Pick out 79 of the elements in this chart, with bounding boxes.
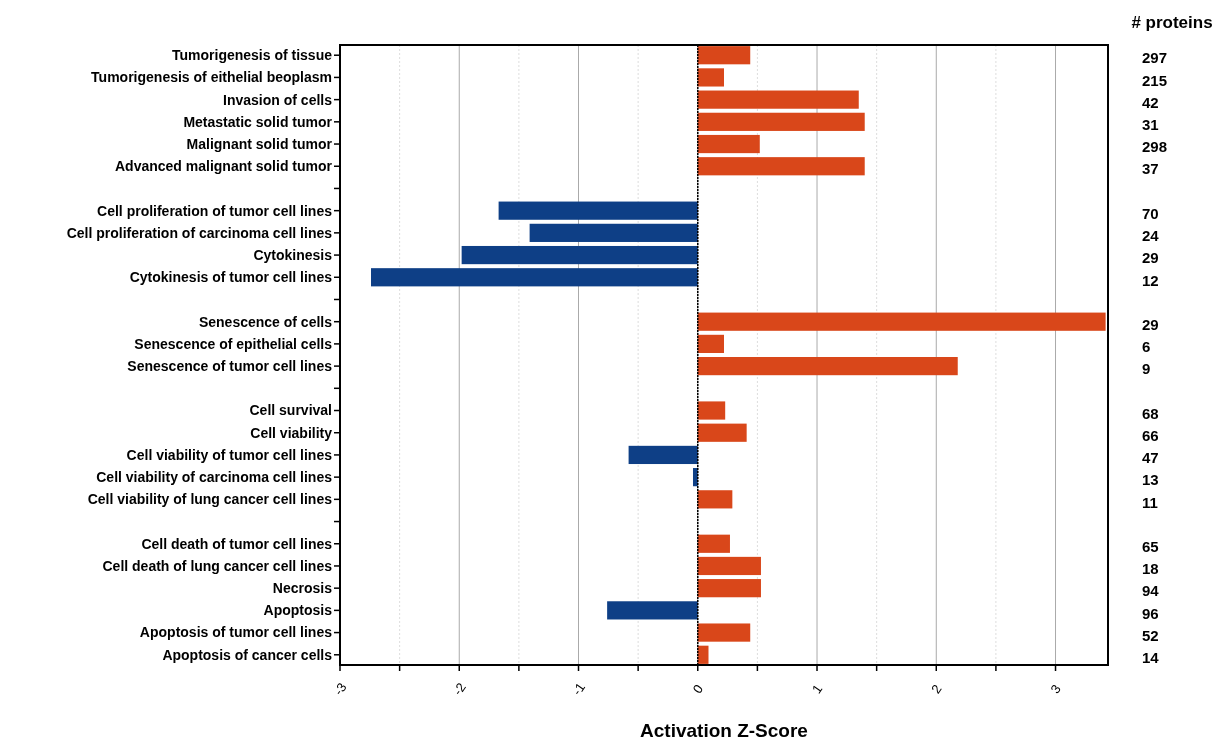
- bar: [697, 357, 958, 376]
- text: 24: [1142, 227, 1160, 245]
- y-tick-label: Cell proliferation of tumor cell lines: [97, 202, 333, 219]
- y-tick-label: Metastatic solid tumor: [183, 113, 333, 130]
- y-tick-label: Invasion of cells: [223, 91, 333, 108]
- y-tick-label: Cell viability of carcinoma cell lines: [96, 469, 333, 486]
- bar: [607, 601, 698, 620]
- text: 12: [1142, 271, 1159, 289]
- y-tick-label: Cell viability of tumor cell lines: [126, 446, 333, 463]
- text: 68: [1142, 404, 1159, 422]
- bar: [697, 490, 733, 509]
- y-tick-label: Senescence of epithelial cells: [134, 335, 333, 352]
- y-tick-label: Cell viability of lung cancer cell lines: [87, 491, 333, 508]
- x-axis-title: Activation Z-Score: [640, 720, 808, 741]
- text: 29: [1142, 249, 1159, 267]
- text: 297: [1142, 49, 1168, 67]
- bar: [461, 245, 698, 265]
- text: 11: [1142, 493, 1158, 511]
- bar: [697, 579, 761, 598]
- text: 215: [1142, 71, 1168, 89]
- text: 29: [1142, 315, 1159, 333]
- text: 18: [1142, 560, 1159, 578]
- bar: [697, 556, 761, 576]
- y-tick-label: Malignant solid tumor: [186, 135, 333, 152]
- y-tick-label: Tumorigenesis of eithelial beoplasm: [91, 69, 332, 86]
- text: 47: [1142, 449, 1159, 467]
- y-tick-label: Apoptosis of tumor cell lines: [139, 624, 333, 641]
- text: 37: [1142, 160, 1159, 178]
- text: 14: [1142, 649, 1160, 667]
- bar: [697, 401, 726, 420]
- text: 70: [1142, 204, 1159, 222]
- y-tick-label: Cell viability: [250, 424, 333, 441]
- bar: [697, 90, 859, 109]
- text: 31: [1142, 116, 1159, 134]
- y-tick-label: Cell death of tumor cell lines: [141, 535, 333, 552]
- text: 52: [1142, 626, 1159, 644]
- text: 42: [1142, 93, 1159, 111]
- y-tick-label: Cell survival: [249, 402, 332, 419]
- bar: [697, 334, 724, 353]
- y-tick-label: Senescence of tumor cell lines: [127, 358, 333, 374]
- bar: [697, 312, 1106, 331]
- x-tick-label: 3: [1047, 681, 1064, 697]
- y-tick-label: Cell death of lung cancer cell lines: [102, 557, 333, 574]
- y-tick-label: Necrosis: [272, 580, 333, 597]
- y-tick-label: Cytokinesis of tumor cell lines: [129, 269, 333, 286]
- text: 96: [1142, 604, 1159, 622]
- text: 94: [1142, 582, 1160, 600]
- bar: [697, 112, 865, 131]
- bar: [697, 68, 724, 87]
- bar: [697, 157, 865, 176]
- text: 6: [1142, 338, 1151, 356]
- x-tick-label: 2: [928, 681, 945, 697]
- text: 65: [1142, 538, 1159, 555]
- x-tick-label: 1: [808, 681, 826, 697]
- bar: [697, 534, 730, 553]
- bar: [371, 268, 698, 287]
- y-tick-label: Tumorigenesis of tissue: [172, 47, 333, 64]
- text: 298: [1142, 138, 1168, 156]
- bar: [697, 134, 760, 154]
- bar: [498, 201, 698, 220]
- y-tick-label: Cytokinesis: [253, 246, 333, 263]
- bar: [697, 623, 751, 642]
- text: 13: [1142, 471, 1159, 489]
- bar: [529, 223, 698, 242]
- x-tick-label: 0: [689, 681, 707, 697]
- x-tick-label: -2: [449, 679, 469, 699]
- bar: [628, 445, 698, 465]
- y-tick-label: Senescence of cells: [198, 313, 333, 330]
- y-tick-label: Cell proliferation of carcinoma cell lines: [66, 224, 333, 241]
- bar: [697, 46, 751, 65]
- bar: [697, 423, 747, 442]
- text: 66: [1142, 426, 1159, 444]
- y-tick-label: Apoptosis: [263, 602, 333, 619]
- x-tick-label: -1: [569, 679, 589, 699]
- text: 9: [1142, 360, 1151, 378]
- text: # proteins: [1131, 13, 1213, 32]
- y-tick-label: Advanced malignant solid tumor: [114, 158, 333, 175]
- y-tick-label: Apoptosis of cancer cells: [162, 646, 333, 663]
- x-tick-label: -3: [330, 679, 350, 699]
